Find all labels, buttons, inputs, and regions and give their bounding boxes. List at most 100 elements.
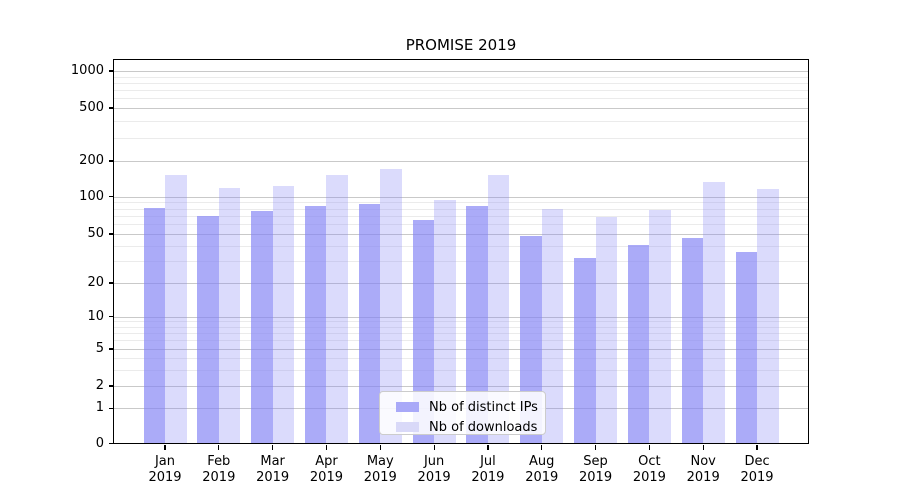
y-tick-label-1000: 1000 (70, 63, 104, 78)
x-tick-label-jul: Jul 2019 (471, 453, 505, 485)
legend-label-downloads: Nb of downloads (429, 419, 538, 435)
gridline-minor-40 (114, 245, 808, 247)
x-tick-mark-apr (325, 444, 328, 450)
bar-distinct-ips-mar (251, 211, 273, 444)
bar-downloads-feb (218, 188, 241, 444)
bar-distinct-ips-jul (466, 205, 488, 444)
y-tick-mark-200 (109, 160, 114, 162)
bar-downloads-sep (595, 217, 618, 444)
bar-distinct-ips-apr (304, 205, 327, 444)
gridline-minor-400 (114, 120, 808, 122)
gridline-minor-70 (114, 215, 808, 217)
legend-entry-distinct-ips: Nb of distinct IPs (380, 397, 545, 417)
gridline-major-100 (114, 196, 808, 198)
x-tick-mark-dec (756, 444, 758, 450)
gridline-minor-800 (114, 82, 808, 84)
y-tick-mark-5 (109, 348, 114, 350)
gridline-minor-4 (114, 358, 808, 359)
x-tick-mark-jul (487, 444, 489, 450)
x-tick-label-feb: Feb 2019 (202, 453, 236, 485)
x-tick-label-dec: Dec 2019 (740, 453, 774, 485)
gridline-minor-300 (114, 137, 808, 139)
bar-distinct-ips-nov (681, 238, 704, 444)
x-tick-mark-may (379, 444, 381, 450)
legend-label-distinct-ips: Nb of distinct IPs (429, 399, 538, 415)
y-tick-mark-1000 (109, 70, 114, 72)
gridline-minor-9 (114, 321, 808, 323)
x-tick-label-jan: Jan 2019 (148, 453, 182, 485)
gridline-major-2 (114, 386, 808, 387)
x-tick-label-mar: Mar 2019 (256, 453, 290, 485)
gridline-major-50 (114, 234, 808, 235)
gridline-minor-90 (114, 202, 808, 204)
bar-distinct-ips-dec (735, 251, 758, 444)
y-tick-label-100: 100 (79, 188, 104, 204)
gridline-major-500 (114, 108, 808, 109)
x-tick-label-nov: Nov 2019 (686, 453, 720, 485)
bar-downloads-dec (757, 189, 779, 444)
y-tick-mark-100 (109, 195, 114, 198)
gridline-major-20 (114, 283, 808, 284)
bar-distinct-ips-may (358, 204, 381, 444)
x-tick-label-may: May 2019 (363, 453, 397, 485)
y-tick-mark-0 (109, 442, 114, 445)
y-tick-mark-50 (109, 233, 114, 235)
gridline-minor-8 (114, 326, 808, 328)
y-tick-label-50: 50 (87, 226, 104, 241)
bar-distinct-ips-feb (197, 215, 219, 444)
gridline-minor-60 (114, 224, 808, 226)
y-tick-label-2: 2 (95, 378, 104, 393)
gridline-minor-900 (114, 76, 808, 78)
chart-title: PROMISE 2019 (405, 36, 517, 54)
gridline-major-200 (114, 161, 808, 162)
y-tick-label-1: 1 (95, 400, 104, 416)
bar-distinct-ips-jan (143, 207, 165, 444)
x-tick-mark-oct (648, 444, 650, 450)
gridline-minor-6 (114, 340, 808, 342)
x-tick-mark-nov (702, 444, 704, 450)
bar-distinct-ips-sep (574, 257, 596, 444)
x-tick-mark-mar (272, 444, 274, 450)
x-tick-mark-feb (218, 444, 220, 450)
bar-downloads-jan (165, 175, 187, 444)
y-tick-mark-500 (109, 107, 114, 109)
legend-entry-downloads: Nb of downloads (380, 417, 545, 437)
bar-downloads-oct (649, 209, 671, 444)
y-tick-label-10: 10 (87, 308, 104, 324)
y-tick-label-200: 200 (79, 153, 104, 168)
y-tick-label-20: 20 (87, 275, 104, 290)
gridline-minor-600 (114, 98, 808, 100)
x-tick-label-oct: Oct 2019 (632, 453, 666, 485)
gridline-major-10 (114, 316, 808, 318)
bar-distinct-ips-jun (412, 219, 435, 444)
gridline-minor-7 (114, 333, 808, 335)
bar-downloads-jun (434, 199, 456, 444)
x-tick-label-apr: Apr 2019 (309, 453, 343, 485)
x-tick-mark-aug (541, 444, 543, 450)
y-tick-label-0: 0 (95, 435, 104, 451)
gridline-minor-30 (114, 261, 808, 263)
x-tick-label-jun: Jun 2019 (417, 453, 451, 485)
legend: Nb of distinct IPs Nb of downloads (379, 391, 546, 435)
y-tick-mark-1 (109, 407, 114, 409)
x-tick-label-sep: Sep 2019 (579, 453, 613, 485)
x-tick-mark-jan (164, 444, 166, 450)
gridline-major-1000 (114, 71, 808, 72)
bar-downloads-apr (326, 175, 348, 444)
y-tick-label-500: 500 (79, 100, 104, 115)
y-tick-label-5: 5 (95, 341, 104, 356)
x-tick-mark-jun (433, 444, 435, 450)
gridline-minor-700 (114, 90, 808, 92)
y-tick-mark-2 (109, 385, 114, 387)
x-tick-label-aug: Aug 2019 (525, 453, 559, 485)
bar-downloads-nov (703, 181, 725, 444)
bar-downloads-aug (541, 209, 564, 444)
plot-area (112, 58, 809, 444)
bar-downloads-jul (487, 175, 510, 444)
bar-downloads-mar (272, 185, 295, 444)
bar-distinct-ips-oct (627, 244, 650, 444)
legend-swatch-distinct-ips (396, 402, 419, 412)
legend-swatch-downloads (396, 422, 419, 432)
gridline-major-5 (114, 349, 808, 350)
